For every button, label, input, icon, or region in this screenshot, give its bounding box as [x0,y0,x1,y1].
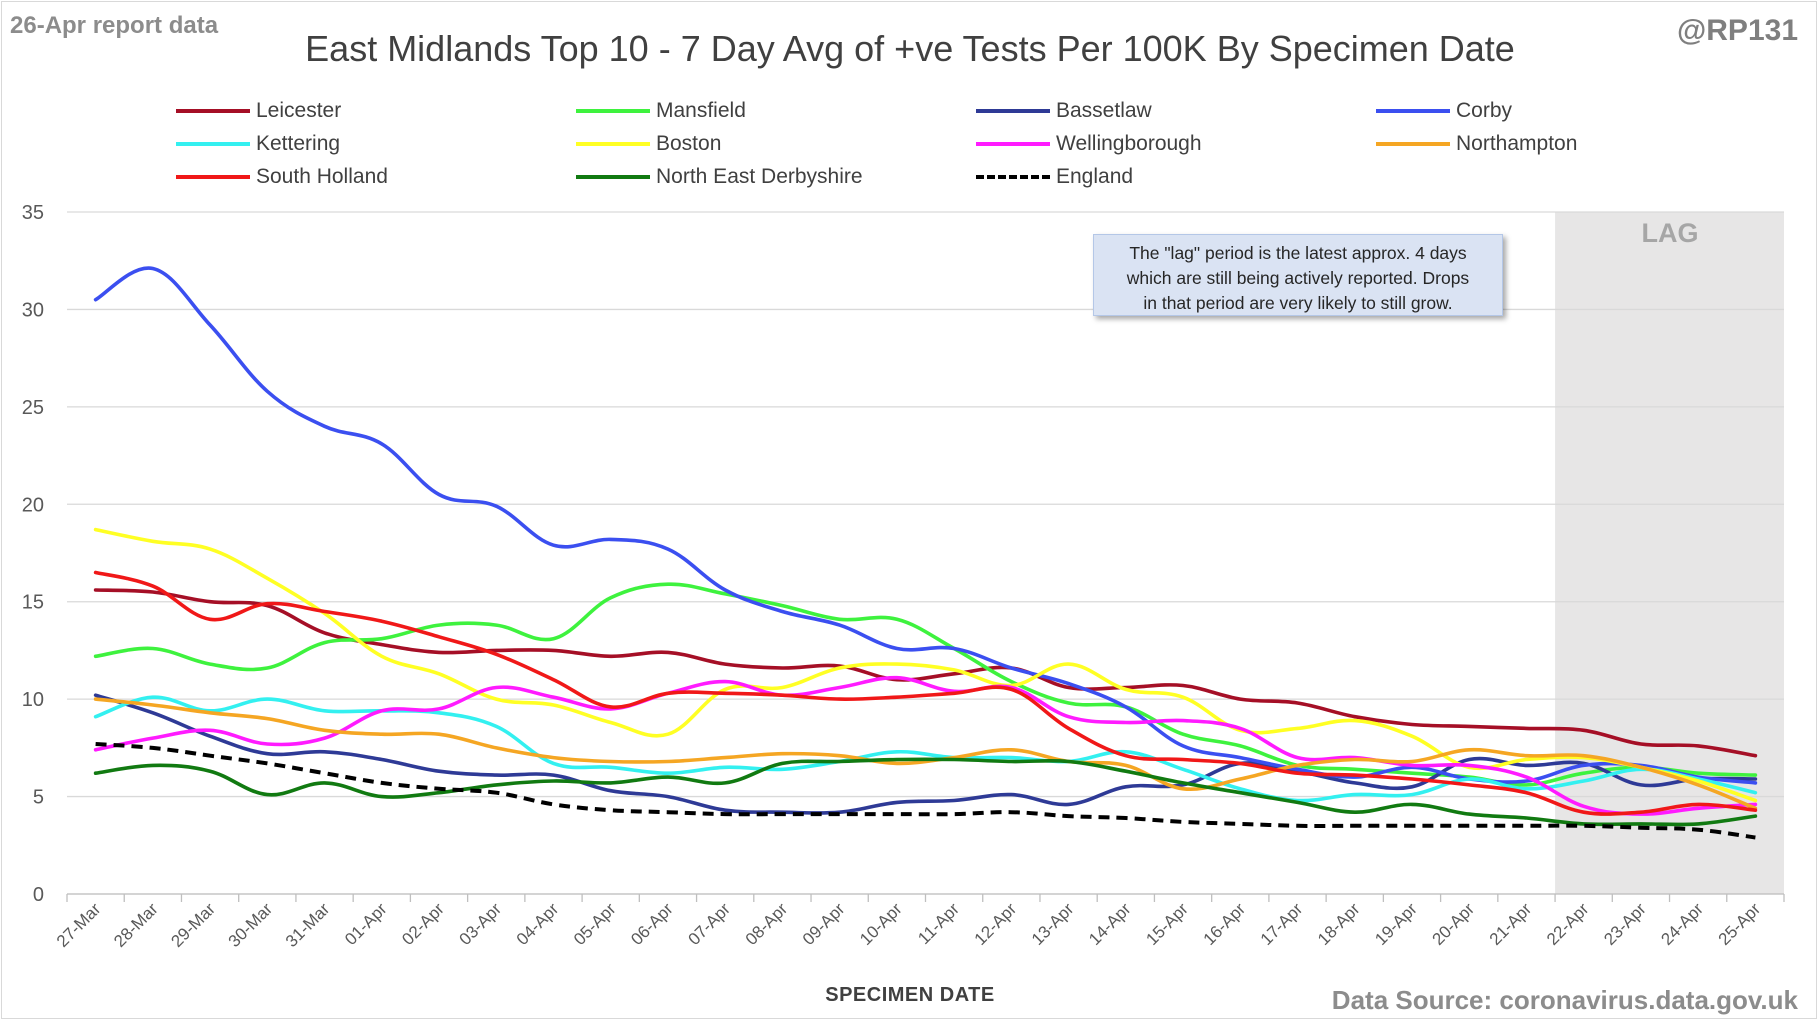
x-tick-label: 02-Apr [398,899,448,949]
x-tick-label: 29-Mar [167,899,219,951]
legend-item: Bassetlaw [976,96,1152,126]
legend-swatch [176,109,250,113]
x-tick-label: 28-Mar [110,899,162,951]
x-tick-label: 05-Apr [570,899,620,949]
series-line-boston [93,527,1758,803]
chart-title: East Midlands Top 10 - 7 Day Avg of +ve … [305,28,1515,69]
x-tick-label: 19-Apr [1371,899,1421,949]
series-line-north-east-derbyshire [93,757,1758,827]
legend-item: Kettering [176,129,340,159]
legend-item: Corby [1376,96,1512,126]
legend-item: England [976,162,1133,192]
legend-label: Mansfield [656,99,746,122]
x-tick-label: 12-Apr [971,899,1021,949]
legend-swatch [176,142,250,146]
x-tick-label: 31-Mar [282,899,334,951]
series-line-england [95,742,1756,840]
series-line-leicester [93,588,1758,758]
legend-label: North East Derbyshire [656,165,863,188]
chart-legend: Leicester Mansfield Bassetlaw Corby Ketterin… [176,96,1776,196]
legend-item: South Holland [176,162,388,192]
legend-swatch [1376,142,1450,146]
legend-label: England [1056,165,1134,188]
data-source-note: Data Source: coronavirus.data.gov.uk [1331,985,1798,1015]
x-tick-label: 30-Mar [225,899,277,951]
legend-label: South Holland [256,165,388,188]
legend-item: Leicester [176,96,341,126]
series-line-mansfield [93,582,1758,787]
x-tick-label: 22-Apr [1543,899,1593,949]
x-tick-label: 03-Apr [456,899,506,949]
x-tick-label: 24-Apr [1657,899,1707,949]
lag-annotation-line: The "lag" period is the latest approx. 4… [1129,243,1467,263]
legend-label: Kettering [256,132,341,155]
series-line-northampton [93,697,1758,811]
x-tick-label: 17-Apr [1257,899,1307,949]
x-tick-label: 01-Apr [341,899,391,949]
legend-label: Boston [656,132,722,155]
x-tick-label: 10-Apr [856,899,906,949]
legend-swatch [576,175,650,179]
legend-swatch [576,142,650,146]
lag-label: LAG [1641,218,1699,248]
y-tick-label: 5 [33,787,44,809]
x-tick-label: 23-Apr [1600,899,1650,949]
legend-label: Northampton [1456,132,1578,155]
series-line-bassetlaw [93,693,1758,815]
legend-item: Mansfield [576,96,746,126]
y-tick-label: 15 [22,592,44,614]
legend-item: Boston [576,129,721,159]
y-tick-label: 20 [22,494,44,516]
legend-swatch [976,109,1050,113]
x-tick-label: 08-Apr [742,899,792,949]
lag-annotation-line: in that period are very likely to still … [1143,293,1453,313]
x-tick-label: 25-Apr [1715,899,1765,949]
legend-item: Wellingborough [976,129,1202,159]
author-handle: @RP131 [1677,14,1798,47]
legend-label: Leicester [256,99,342,122]
legend-item: North East Derbyshire [576,162,863,192]
x-tick-label: 09-Apr [799,899,849,949]
report-date-note: 26-Apr report data [10,12,219,39]
lag-annotation-box: The "lag" period is the latest approx. 4… [1093,234,1503,316]
x-tick-label: 07-Apr [684,899,734,949]
x-tick-label: 13-Apr [1028,899,1078,949]
x-tick-label: 11-Apr [914,899,963,948]
x-tick-label: 06-Apr [627,899,677,949]
x-tick-label: 14-Apr [1085,899,1135,949]
legend-swatch [176,175,250,179]
x-tick-label: 16-Apr [1200,899,1250,949]
x-axis-label: SPECIMEN DATE [825,984,995,1006]
series-line-wellingborough [93,675,1758,816]
x-tick-label: 27-Mar [53,899,105,951]
legend-label: Wellingborough [1056,132,1202,155]
x-tick-label: 21-Apr [1486,899,1536,949]
series-line-corby [93,266,1758,785]
y-tick-label: 35 [22,202,44,224]
y-tick-label: 10 [22,689,44,711]
legend-label: Bassetlaw [1056,99,1152,122]
x-tick-label: 20-Apr [1429,899,1479,949]
x-tick-label: 18-Apr [1314,899,1364,949]
legend-swatch [976,142,1050,146]
legend-swatch [976,175,1050,179]
series-line-south-holland [93,570,1758,816]
y-tick-label: 0 [33,884,44,906]
x-tick-label: 04-Apr [513,899,563,949]
legend-label: Corby [1456,99,1513,122]
x-tick-label: 15-Apr [1142,899,1192,949]
legend-swatch [1376,109,1450,113]
legend-swatch [576,109,650,113]
y-tick-label: 30 [22,299,44,321]
y-tick-label: 25 [22,397,44,419]
legend-item: Northampton [1376,129,1577,159]
lag-annotation-line: which are still being actively reported.… [1126,268,1470,288]
